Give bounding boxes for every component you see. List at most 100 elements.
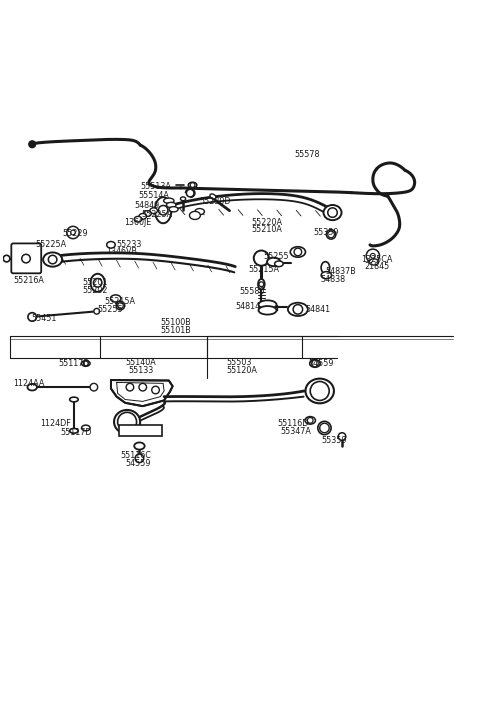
Circle shape (190, 183, 195, 188)
Circle shape (338, 433, 346, 440)
Text: 1346VB: 1346VB (106, 247, 137, 257)
Ellipse shape (321, 272, 332, 278)
Ellipse shape (134, 442, 144, 450)
Text: 55201: 55201 (83, 278, 108, 287)
Circle shape (22, 254, 30, 263)
Text: 55100B: 55100B (160, 318, 191, 327)
Text: 55229: 55229 (62, 229, 88, 238)
Text: 55215A: 55215A (249, 265, 279, 275)
Text: 55216A: 55216A (13, 276, 44, 286)
Ellipse shape (134, 216, 142, 222)
Text: 55117D: 55117D (59, 359, 90, 368)
Text: 55225A: 55225A (141, 210, 172, 219)
Ellipse shape (91, 274, 105, 291)
Circle shape (90, 384, 97, 391)
Circle shape (94, 278, 102, 287)
Circle shape (139, 384, 146, 391)
Circle shape (328, 231, 335, 238)
Ellipse shape (305, 378, 334, 403)
FancyBboxPatch shape (119, 425, 162, 436)
Ellipse shape (290, 247, 305, 257)
Ellipse shape (70, 428, 78, 434)
Text: 55116C: 55116C (120, 450, 151, 460)
Text: 1124AA: 1124AA (13, 379, 45, 388)
Ellipse shape (275, 261, 283, 267)
Ellipse shape (70, 397, 78, 402)
Text: 55359: 55359 (313, 228, 339, 238)
Circle shape (371, 253, 375, 258)
Ellipse shape (188, 182, 197, 188)
Polygon shape (111, 380, 173, 406)
Ellipse shape (305, 417, 315, 424)
Ellipse shape (82, 425, 90, 431)
Circle shape (126, 384, 134, 391)
Circle shape (158, 205, 168, 215)
Circle shape (118, 303, 123, 308)
Circle shape (29, 141, 36, 148)
Text: 55101B: 55101B (160, 326, 191, 335)
Circle shape (254, 251, 269, 266)
Circle shape (259, 282, 264, 286)
Text: 54838: 54838 (321, 275, 346, 284)
Text: 54559: 54559 (125, 459, 151, 468)
Text: 55117D: 55117D (60, 428, 92, 436)
Text: 55230D: 55230D (200, 197, 231, 206)
Text: 55359: 55359 (322, 436, 347, 445)
Text: 55255: 55255 (264, 252, 289, 261)
Ellipse shape (258, 279, 264, 289)
Text: 55503: 55503 (227, 358, 252, 367)
Circle shape (135, 454, 144, 463)
Ellipse shape (210, 194, 216, 199)
Ellipse shape (369, 259, 379, 265)
FancyBboxPatch shape (12, 244, 41, 273)
Circle shape (186, 189, 194, 197)
Circle shape (293, 304, 302, 314)
Circle shape (328, 208, 337, 218)
Ellipse shape (82, 360, 90, 366)
Text: 21845: 21845 (364, 262, 390, 271)
Circle shape (67, 226, 79, 239)
Text: 55225A: 55225A (35, 241, 66, 249)
Text: 54559: 54559 (309, 359, 334, 368)
Text: 54849: 54849 (135, 202, 160, 210)
Ellipse shape (321, 262, 330, 273)
Circle shape (312, 360, 318, 367)
Ellipse shape (107, 241, 115, 248)
Circle shape (310, 381, 329, 400)
Ellipse shape (310, 360, 320, 368)
Text: 55140A: 55140A (125, 358, 156, 367)
Ellipse shape (43, 252, 62, 267)
Ellipse shape (110, 295, 121, 302)
Ellipse shape (144, 211, 151, 216)
Ellipse shape (190, 212, 200, 220)
Ellipse shape (27, 384, 37, 391)
Circle shape (71, 230, 75, 235)
Ellipse shape (267, 257, 280, 266)
Circle shape (320, 423, 329, 433)
Text: 55116D: 55116D (277, 419, 308, 428)
Text: 55202: 55202 (83, 286, 108, 295)
Ellipse shape (150, 208, 157, 214)
Circle shape (366, 249, 380, 262)
Ellipse shape (116, 302, 125, 310)
Ellipse shape (259, 306, 276, 315)
Ellipse shape (324, 205, 342, 220)
Text: 55514A: 55514A (138, 191, 169, 199)
Ellipse shape (155, 197, 171, 223)
Text: 54841: 54841 (305, 304, 331, 314)
Ellipse shape (180, 197, 186, 201)
Circle shape (152, 386, 159, 394)
Ellipse shape (114, 410, 140, 434)
Ellipse shape (195, 209, 204, 215)
Ellipse shape (318, 421, 331, 434)
Text: 54837B: 54837B (325, 268, 356, 276)
Circle shape (294, 248, 301, 256)
Text: 55513A: 55513A (140, 182, 171, 191)
Text: 1124DF: 1124DF (40, 419, 71, 428)
Text: 55210A: 55210A (252, 225, 283, 234)
Text: 55220A: 55220A (252, 218, 283, 227)
Ellipse shape (326, 230, 336, 239)
Text: 1360JE: 1360JE (124, 218, 151, 227)
Ellipse shape (169, 207, 178, 212)
Ellipse shape (164, 198, 174, 203)
